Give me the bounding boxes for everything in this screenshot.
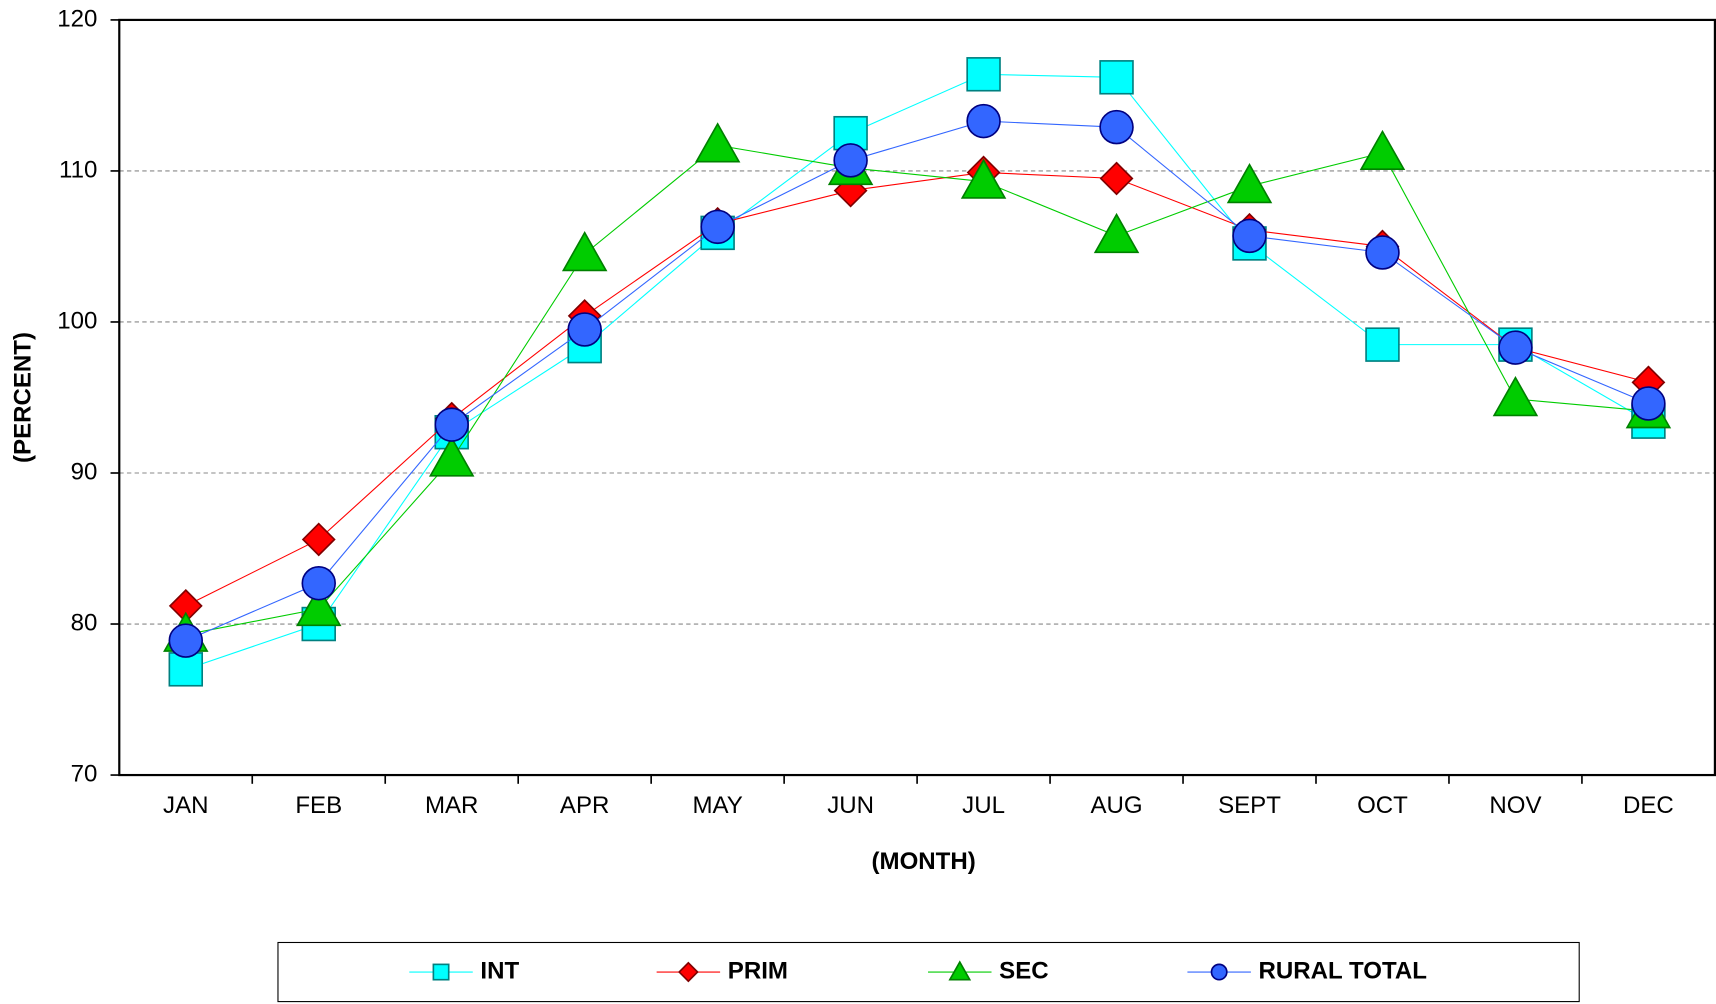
marker xyxy=(434,407,469,442)
marker xyxy=(833,173,868,208)
marker xyxy=(694,122,741,163)
marker xyxy=(960,158,1007,199)
x-tick-label: JUN xyxy=(827,792,874,819)
marker xyxy=(301,522,336,557)
x-tick-label: FEB xyxy=(295,792,342,819)
y-tick-label: 100 xyxy=(57,307,97,334)
marker xyxy=(168,652,204,687)
marker xyxy=(833,143,868,178)
series-line xyxy=(185,144,1649,636)
y-tick-label: 90 xyxy=(71,458,98,485)
x-tick-label: OCT xyxy=(1357,792,1408,819)
marker xyxy=(1631,386,1666,421)
x-tick-label: APR xyxy=(560,792,609,819)
marker xyxy=(966,103,1001,139)
marker xyxy=(428,436,475,477)
marker xyxy=(1498,330,1533,365)
y-axis-title: (PERCENT) xyxy=(9,332,36,463)
marker xyxy=(1226,163,1273,204)
marker xyxy=(1232,218,1267,254)
marker xyxy=(168,623,204,658)
x-tick-label: JUL xyxy=(962,792,1005,819)
y-tick-label: 70 xyxy=(71,760,98,787)
legend-marker xyxy=(678,961,699,983)
legend-marker xyxy=(1210,963,1228,981)
y-tick-label: 120 xyxy=(57,5,97,32)
series-line xyxy=(185,171,1649,607)
marker xyxy=(301,566,336,601)
marker xyxy=(1359,129,1406,171)
legend-label: SEC xyxy=(999,957,1048,984)
legend-marker xyxy=(432,963,450,981)
marker xyxy=(1365,327,1400,362)
marker xyxy=(1365,235,1400,270)
marker xyxy=(295,585,342,627)
x-tick-label: MAR xyxy=(425,792,478,819)
x-tick-label: JAN xyxy=(163,792,208,819)
legend-label: RURAL TOTAL xyxy=(1259,957,1427,984)
marker xyxy=(1492,375,1539,417)
marker xyxy=(700,209,735,245)
x-tick-label: AUG xyxy=(1090,792,1142,819)
x-tick-label: SEPT xyxy=(1218,792,1281,819)
marker xyxy=(1093,212,1140,254)
marker xyxy=(1099,109,1134,145)
marker xyxy=(567,312,602,347)
series-line xyxy=(185,120,1649,642)
marker xyxy=(966,57,1001,92)
plot-frame xyxy=(118,18,1716,777)
legend-marker xyxy=(948,960,972,981)
x-axis-title: (MONTH) xyxy=(872,848,976,875)
legend-label: PRIM xyxy=(728,957,788,984)
x-tick-label: MAY xyxy=(692,792,742,819)
series-line xyxy=(185,73,1649,670)
marker xyxy=(561,231,608,272)
y-tick-label: 80 xyxy=(71,609,98,636)
y-tick-label: 110 xyxy=(59,156,97,183)
legend-label: INT xyxy=(480,957,519,984)
marker xyxy=(1099,60,1134,95)
x-tick-label: DEC xyxy=(1623,792,1674,819)
grid xyxy=(119,170,1715,625)
x-tick-label: NOV xyxy=(1489,792,1541,819)
marker xyxy=(1099,161,1134,196)
